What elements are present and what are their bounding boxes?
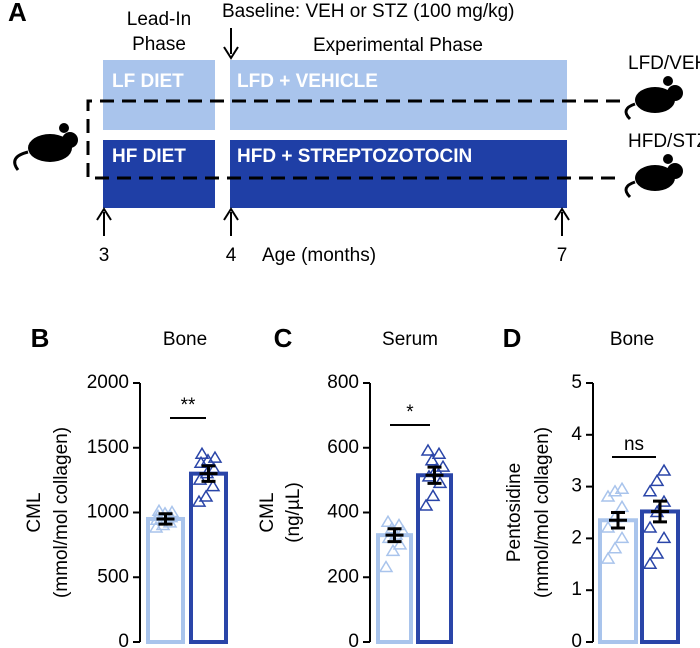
lead-in: Lead-In — [127, 9, 191, 30]
y-tick-label: 1 — [571, 579, 582, 600]
box — [230, 60, 567, 130]
y-axis-label: (mmol/mol collagen) — [532, 427, 553, 598]
y-axis-label: CML — [24, 492, 45, 532]
mouse-icon — [13, 123, 78, 171]
group-label: HFD/STZ — [628, 131, 700, 152]
data-point — [380, 514, 396, 527]
data-point — [164, 505, 180, 518]
chart-title: Serum — [382, 329, 438, 350]
dashed-path — [86, 99, 620, 180]
data-point — [378, 560, 394, 573]
panel-label: D — [503, 323, 522, 353]
y-tick-label: 2000 — [87, 372, 129, 393]
box — [103, 60, 215, 130]
error-bar — [609, 511, 627, 530]
y-tick-label: 600 — [327, 437, 359, 458]
data-point — [198, 489, 214, 502]
data-point — [614, 499, 630, 513]
data-point — [385, 543, 401, 557]
data-point — [607, 541, 623, 554]
data-point — [649, 546, 665, 559]
significance: ** — [181, 395, 196, 416]
error-bar — [651, 499, 669, 524]
panel-label: A — [8, 0, 27, 27]
y-tick-label: 0 — [571, 631, 582, 648]
experimental: Experimental Phase — [313, 35, 483, 56]
arrow-head — [223, 46, 239, 60]
data-point — [424, 453, 440, 466]
bar — [146, 516, 185, 644]
data-point — [614, 530, 630, 544]
y-tick-label: 400 — [327, 502, 359, 523]
data-point — [425, 488, 441, 502]
data-point — [194, 446, 210, 459]
error-bar — [199, 464, 218, 483]
box-label: LF DIET — [112, 71, 184, 92]
y-tick-label: 1000 — [87, 502, 129, 523]
bar — [640, 509, 680, 644]
panel-label: C — [274, 323, 293, 353]
bar — [189, 471, 228, 644]
y-axis-label: CML — [257, 492, 278, 532]
y-tick-label: 4 — [571, 424, 582, 445]
data-point — [392, 537, 408, 550]
mouse-icon — [624, 154, 683, 199]
y-axis-label: (ng/µL) — [283, 482, 304, 543]
data-point — [649, 473, 665, 487]
error-bar — [156, 512, 175, 526]
lead-in: Phase — [132, 34, 186, 55]
box-label: LFD + VEHICLE — [237, 71, 378, 92]
age: 7 — [557, 245, 568, 266]
mouse-icon — [624, 76, 683, 121]
y-tick-label: 0 — [348, 631, 359, 648]
panel-label: B — [31, 323, 50, 353]
y-tick-label: 3 — [571, 476, 582, 497]
data-point — [207, 450, 223, 463]
data-point — [418, 498, 434, 511]
data-point — [656, 463, 672, 476]
data-point — [600, 551, 616, 564]
baseline: Baseline: VEH or STZ (100 mg/kg) — [222, 1, 515, 22]
y-tick-label: 800 — [327, 372, 359, 393]
age-label: Age (months) — [262, 245, 376, 266]
age: 3 — [99, 245, 110, 266]
data-point — [205, 479, 221, 492]
data-point — [431, 446, 447, 459]
y-tick-label: 500 — [97, 566, 129, 587]
y-tick-label: 200 — [327, 566, 359, 587]
y-tick-label: 1500 — [87, 437, 129, 458]
chart-title: Bone — [163, 329, 207, 350]
data-point — [614, 481, 630, 494]
data-point — [642, 484, 658, 497]
data-point — [192, 472, 208, 485]
data-point — [642, 556, 658, 570]
bar — [376, 533, 413, 644]
y-axis-label: Pentosidine — [504, 463, 525, 562]
data-point — [656, 530, 672, 544]
y-tick-label: 5 — [571, 372, 582, 393]
y-axis-label: (mmol/mol collagen) — [51, 427, 72, 598]
age: 4 — [226, 245, 237, 266]
y-tick-label: 0 — [118, 631, 129, 648]
significance: ns — [624, 434, 644, 455]
box — [103, 140, 215, 208]
box-label: HFD + STREPTOZOTOCIN — [237, 146, 472, 167]
error-bar — [385, 527, 404, 544]
age-arrows — [96, 207, 570, 236]
data-point — [420, 443, 436, 456]
significance: * — [406, 402, 414, 423]
chart-title: Bone — [610, 329, 654, 350]
box-label: HF DIET — [112, 146, 186, 167]
box — [230, 140, 567, 208]
data-point — [642, 520, 658, 533]
group-label: LFD/VEH — [628, 53, 700, 74]
y-tick-label: 2 — [571, 527, 582, 548]
error-bar — [425, 465, 444, 485]
